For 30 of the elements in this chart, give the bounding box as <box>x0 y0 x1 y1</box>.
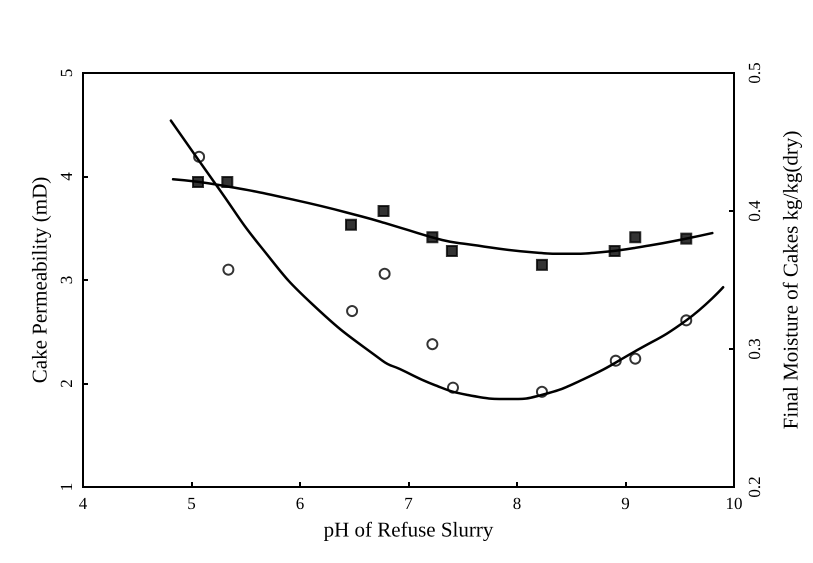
x-tick-label: 6 <box>296 494 304 513</box>
point <box>629 352 642 365</box>
point <box>536 258 548 271</box>
line-series <box>170 119 724 400</box>
y2-axis-title: Final Moisture of Cakes kg/kg(dry) <box>778 130 802 430</box>
y2-tick-label: 0.4 <box>745 200 764 222</box>
y2-tick-label: 0.2 <box>745 476 764 498</box>
x-tick-label: 5 <box>187 494 196 513</box>
y2-tick-label: 0.3 <box>745 338 764 360</box>
x-tick-label: 9 <box>621 494 630 513</box>
point <box>629 231 642 244</box>
y2-tick-label: 0.5 <box>745 62 764 84</box>
y-tick-label: 3 <box>57 276 76 284</box>
y-axis-title: Cake Permeability (mD) <box>28 176 52 384</box>
y-tick-label: 4 <box>57 172 76 181</box>
y-tick-label: 2 <box>57 379 76 388</box>
point <box>346 305 358 318</box>
x-tick-label: 8 <box>512 494 522 513</box>
x-tick-label: 10 <box>726 494 742 513</box>
point <box>222 264 234 276</box>
point <box>446 245 458 258</box>
x-axis-title: pH of Refuse Slurry <box>324 518 494 542</box>
x-tick-label: 4 <box>78 494 88 513</box>
point <box>344 218 357 231</box>
point <box>426 338 438 350</box>
y-tick-label: 1 <box>57 482 76 492</box>
point <box>378 205 390 217</box>
x-tick-label: 7 <box>404 494 414 513</box>
point <box>378 268 391 280</box>
y-tick-label: 5 <box>57 68 76 78</box>
